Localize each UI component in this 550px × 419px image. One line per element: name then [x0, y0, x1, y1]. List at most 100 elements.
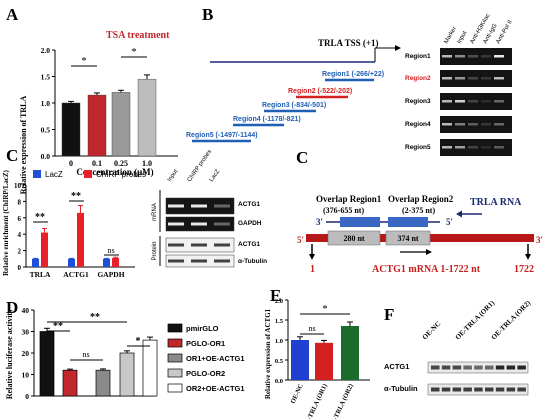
c1-legend-chirp-swatch [84, 170, 92, 178]
f-blot-band-1-5 [485, 387, 494, 392]
c2-trla-block-1 [340, 217, 380, 227]
a-bar-1 [87, 94, 107, 157]
c1-blot-band-2-1 [191, 243, 207, 247]
panel-a-title: TSA treatment [106, 30, 170, 41]
panel-c1: C LacZ ChIRP probes Relative enrichment … [2, 146, 267, 279]
f-blot-band-0-0 [431, 365, 440, 370]
b-gel-band-4-1 [455, 146, 465, 149]
b-gel-band-4-2 [468, 146, 478, 149]
e-sig: ns * [300, 303, 350, 335]
f-blot-band-0-8 [517, 365, 526, 370]
b-tss-arrowhead-icon [395, 45, 401, 51]
c2-overlap1-range: (376-655 nt) [323, 206, 364, 215]
d-legend-swatch-1 [167, 338, 183, 348]
e-ytick-label-0: 0.0 [275, 378, 283, 385]
c1-blot-row-actg1-protein: ACTG1 [238, 241, 260, 248]
f-blot-band-1-6 [495, 387, 505, 392]
b-gel-row-5: Region5 [405, 144, 431, 151]
c2-mrna-label: ACTG1 mRNA 1-1722 nt [372, 264, 481, 275]
panel-a-sig: * * [71, 46, 147, 67]
f-blot-band-0-1 [441, 365, 451, 370]
a-ytick-label-0: 0.0 [41, 152, 51, 161]
e-bar-0 [291, 340, 309, 380]
b-tss-label: TRLA TSS (+1) [318, 38, 378, 48]
d-bar-1 [62, 369, 78, 397]
f-blot-images [427, 361, 529, 396]
c2-start-pos: 1 [310, 264, 315, 275]
a-sig-star-2: * [131, 46, 137, 58]
panel-f: F OE-NC OE-TRLA (OR1) OE-TRLA (OR2) ACTG… [384, 299, 533, 396]
a-ytick-label-4: 2.0 [41, 46, 51, 55]
c1-blot-row-gapdh: GAPDH [238, 220, 262, 227]
c1-sig: ** ** ns [33, 191, 119, 256]
a-ytick-label-2: 1.0 [41, 99, 51, 108]
b-gel-images [440, 48, 512, 156]
c2-mrna-seg2 [385, 230, 431, 246]
c1-bar-2-0 [103, 258, 110, 267]
b-gel-band-2-1 [455, 100, 465, 103]
c2-rna-3prime: 3′ [316, 217, 323, 227]
d-bar-0 [39, 331, 55, 397]
c2-start-arrowhead-icon [309, 254, 315, 260]
c2-mrna-arrowhead-icon [426, 249, 432, 255]
b-gel-band-2-0 [442, 100, 452, 103]
panel-b: B TRLA TSS (+1) Region1 (-266/+22) Regio… [186, 5, 514, 156]
b-gel-band-4-3 [481, 146, 491, 149]
b-gel-band-4-4 [494, 146, 504, 149]
d-legend: pmirGLO PGLO-OR1 OR1+OE-ACTG1 PGLO-OR2 OR2+O… [167, 323, 245, 393]
b-gel-band-3-2 [468, 123, 478, 126]
b-gel-bg-3 [440, 116, 512, 133]
c1-ytick-label-1: 2 [18, 248, 22, 256]
c1-blot-band-2-0 [168, 243, 184, 247]
c1-ytick-label-3: 6 [18, 215, 22, 223]
b-gel-row-1: Region1 [405, 53, 431, 60]
c2-trla-arrowhead-icon [456, 210, 462, 218]
panel-a-ylabel: Relative expression of TRLA [19, 95, 28, 194]
b-gel-bg-4 [440, 139, 512, 156]
b-gel-band-2-3 [481, 100, 491, 103]
f-blot-band-0-6 [495, 365, 505, 370]
c2-end-pos: 1722 [514, 264, 534, 275]
b-gel-row-3: Region3 [405, 98, 431, 105]
b-gel-band-4-0 [442, 146, 452, 149]
c1-cat-label-2: GAPDH [97, 270, 124, 279]
b-gel-row-2: Region2 [405, 75, 431, 82]
c1-blot-band-1-0 [168, 222, 184, 226]
b-gel-band-1-1 [455, 77, 465, 80]
c1-cat-label-1: ACTG1 [63, 270, 89, 279]
c1-blot-band-0-0 [168, 204, 184, 208]
c1-blot-side-protein: Protein [152, 241, 158, 260]
e-cat-label-2: OE-TRLA (OR2) [328, 383, 355, 419]
d-sig-2: ** [90, 312, 100, 323]
b-region2-label: Region2 (-522/-202) [288, 88, 352, 95]
d-bar-2 [95, 369, 111, 397]
e-ytick-label-4: 2.0 [275, 298, 283, 305]
c1-blot-row-actg1: ACTG1 [238, 201, 260, 208]
c2-trla-block-2 [388, 217, 428, 227]
b-gel-row-labels: Region1 Region2 Region3 Region4 Region5 [405, 53, 431, 151]
f-blot-band-1-7 [506, 387, 516, 392]
d-legend-label-3: PGLO-OR2 [186, 369, 225, 378]
b-gel-band-1-2 [468, 77, 478, 80]
panel-e-letter: E [270, 286, 281, 305]
d-sig: ** ** ns * [47, 312, 150, 361]
d-ytick-label-4: 40 [22, 306, 30, 315]
f-row-actg1: ACTG1 [384, 362, 409, 371]
d-legend-label-0: pmirGLO [186, 324, 219, 333]
c2-overlap2-title: Overlap Region2 [388, 194, 454, 204]
panel-c1-letter: C [6, 146, 18, 165]
f-blot-band-0-3 [463, 365, 472, 370]
b-gel-bg-2 [440, 93, 512, 110]
d-ytick-label-0: 0 [25, 392, 29, 401]
d-sig-3: ns [82, 350, 89, 359]
b-gel-band-2-2 [468, 100, 478, 103]
e-bar-1 [315, 342, 333, 380]
f-blot-band-1-4 [474, 387, 483, 392]
c2-mrna-seg1 [327, 230, 381, 246]
b-gel-columns: Marker Input Anti-H3K4ac Anti-IgG Anti-P… [444, 13, 514, 45]
c1-blot-row-tubulin: α-Tubulin [238, 258, 267, 265]
c1-blot-images [165, 197, 235, 268]
c1-category-labels: TRLA ACTG1 GAPDH [30, 270, 125, 279]
c1-blot-band-1-1 [191, 222, 207, 226]
b-gel-band-0-4 [494, 55, 504, 58]
